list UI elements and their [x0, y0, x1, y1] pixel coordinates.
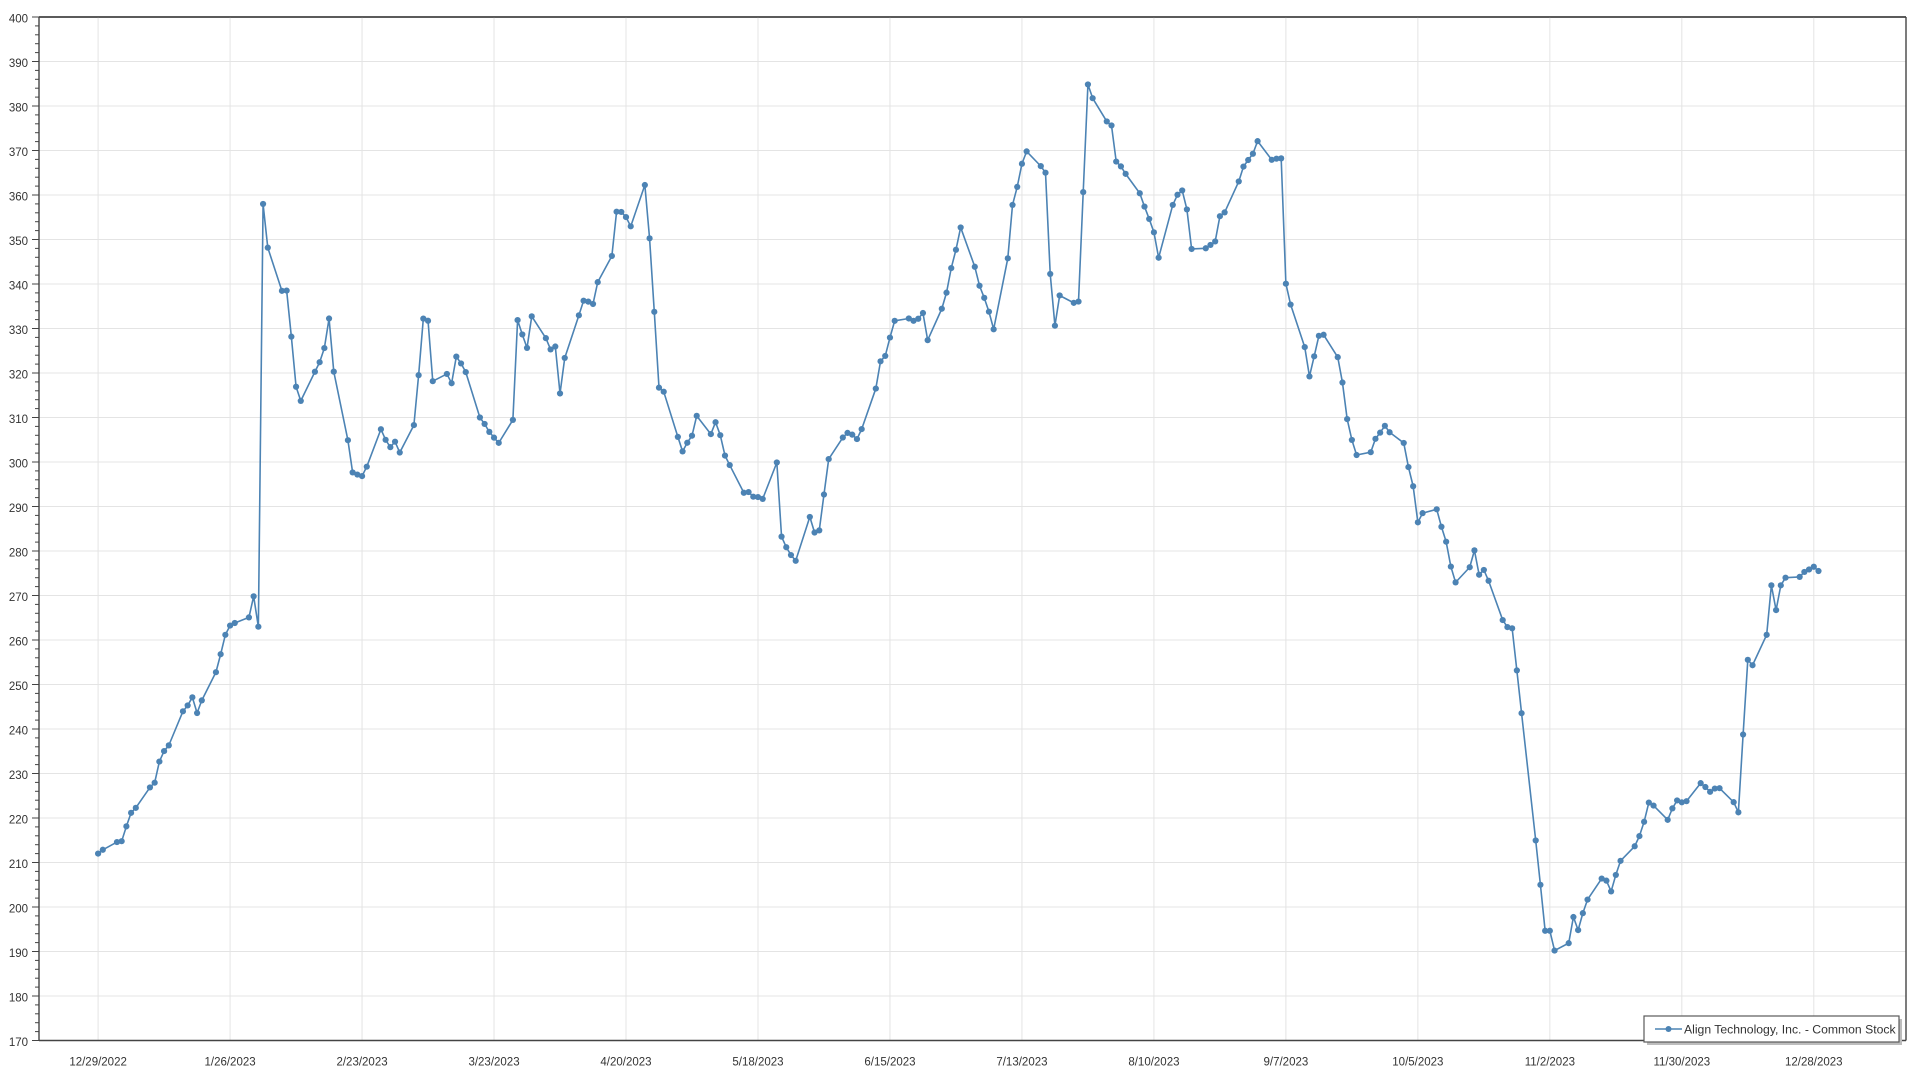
- svg-text:230: 230: [9, 770, 28, 782]
- svg-text:7/13/2023: 7/13/2023: [996, 1057, 1047, 1069]
- svg-text:8/10/2023: 8/10/2023: [1128, 1057, 1179, 1069]
- svg-text:380: 380: [9, 103, 28, 115]
- svg-text:320: 320: [9, 370, 28, 382]
- svg-text:170: 170: [9, 1037, 28, 1049]
- svg-text:Align Technology, Inc. - Commo: Align Technology, Inc. - Common Stock: [1684, 1023, 1896, 1037]
- svg-text:12/28/2023: 12/28/2023: [1785, 1057, 1843, 1069]
- svg-text:390: 390: [9, 58, 28, 70]
- svg-text:360: 360: [9, 192, 28, 204]
- svg-text:350: 350: [9, 236, 28, 248]
- svg-text:220: 220: [9, 815, 28, 827]
- svg-text:250: 250: [9, 681, 28, 693]
- svg-text:11/30/2023: 11/30/2023: [1653, 1057, 1710, 1069]
- svg-text:190: 190: [9, 948, 28, 960]
- svg-text:340: 340: [9, 281, 28, 293]
- svg-text:260: 260: [9, 637, 28, 649]
- svg-text:9/7/2023: 9/7/2023: [1264, 1057, 1309, 1069]
- svg-text:290: 290: [9, 503, 28, 515]
- svg-text:270: 270: [9, 592, 28, 604]
- svg-text:12/29/2022: 12/29/2022: [69, 1057, 127, 1069]
- svg-text:280: 280: [9, 548, 28, 560]
- svg-text:2/23/2023: 2/23/2023: [336, 1057, 387, 1069]
- svg-text:3/23/2023: 3/23/2023: [468, 1057, 519, 1069]
- svg-text:1/26/2023: 1/26/2023: [204, 1057, 255, 1069]
- svg-text:200: 200: [9, 904, 28, 916]
- svg-text:310: 310: [9, 414, 28, 426]
- svg-text:4/20/2023: 4/20/2023: [600, 1057, 651, 1069]
- svg-text:210: 210: [9, 859, 28, 871]
- svg-text:400: 400: [9, 14, 28, 26]
- svg-text:5/18/2023: 5/18/2023: [732, 1057, 783, 1069]
- svg-text:300: 300: [9, 459, 28, 471]
- svg-text:180: 180: [9, 993, 28, 1005]
- svg-text:330: 330: [9, 325, 28, 337]
- svg-text:10/5/2023: 10/5/2023: [1392, 1057, 1443, 1069]
- svg-text:240: 240: [9, 726, 28, 738]
- svg-text:6/15/2023: 6/15/2023: [864, 1057, 915, 1069]
- svg-text:370: 370: [9, 147, 28, 159]
- svg-text:11/2/2023: 11/2/2023: [1525, 1057, 1575, 1069]
